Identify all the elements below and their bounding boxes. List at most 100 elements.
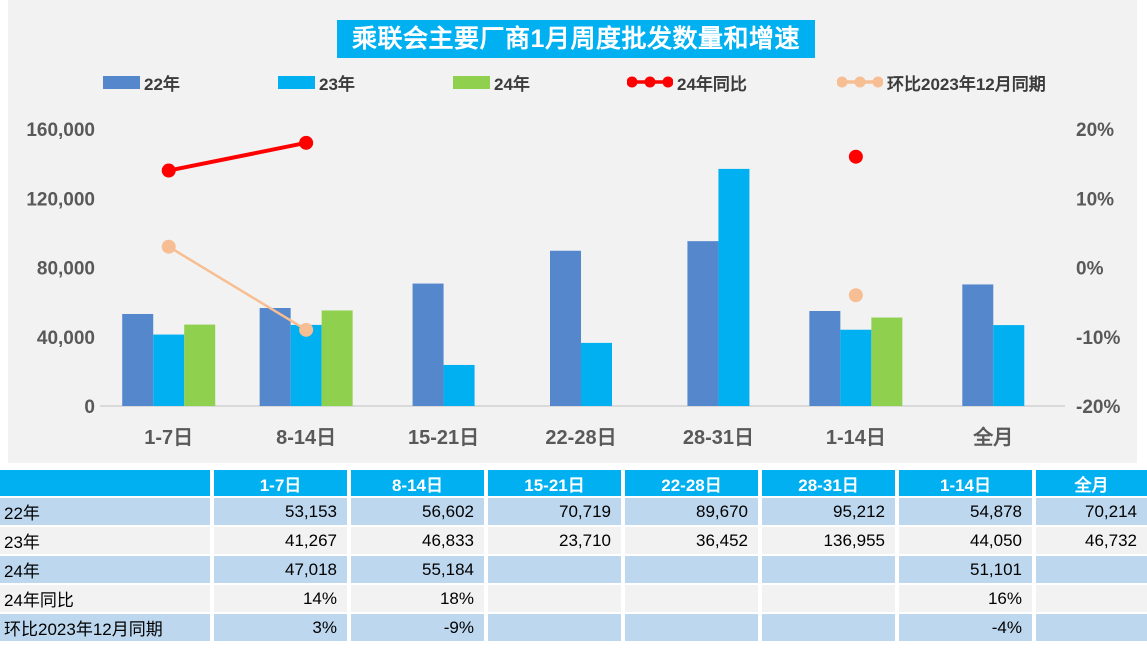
table-cell-23年-1-14日: 44,050 bbox=[899, 527, 1032, 554]
table-cell-22年-1-14日: 54,878 bbox=[899, 498, 1032, 525]
table-cell-环比2023年12月同期-28-31日 bbox=[762, 614, 895, 641]
bar-22年-1-14日 bbox=[809, 310, 841, 406]
bar-22年-28-31日 bbox=[687, 241, 719, 406]
bar-23年-8-14日 bbox=[290, 324, 322, 406]
right-axis-tick: -10% bbox=[1076, 328, 1120, 349]
legend-label: 24年同比 bbox=[677, 74, 747, 94]
table-header-1-14日: 1-14日 bbox=[899, 470, 1032, 496]
legend-line-marker-icon bbox=[837, 76, 883, 88]
x-axis-label-15-21日: 15-21日 bbox=[408, 427, 479, 449]
table-cell-环比2023年12月同期-1-7日: 3% bbox=[214, 614, 347, 641]
bar-23年-全月 bbox=[993, 325, 1025, 406]
legend-item-1: 22年 bbox=[103, 68, 180, 96]
table-cell-24年同比-1-14日: 16% bbox=[899, 585, 1032, 612]
bar-23年-28-31日 bbox=[718, 168, 750, 406]
table-cell-23年-15-21日: 23,710 bbox=[488, 527, 621, 554]
row-label-环比2023年12月同期: 环比2023年12月同期 bbox=[0, 614, 210, 641]
table-cell-24年同比-1-7日: 14% bbox=[214, 585, 347, 612]
table-cell-23年-22-28日: 36,452 bbox=[625, 527, 758, 554]
table-cell-23年-28-31日: 136,955 bbox=[762, 527, 895, 554]
legend-item-4: 24年同比 bbox=[627, 68, 747, 96]
table-header-28-31日: 28-31日 bbox=[762, 470, 895, 496]
table-cell-24年同比-8-14日: 18% bbox=[351, 585, 484, 612]
bar-22年-8-14日 bbox=[259, 308, 291, 406]
legend-item-2: 23年 bbox=[278, 68, 355, 96]
bar-24年-1-14日 bbox=[871, 317, 903, 406]
table-cell-24年同比-全月 bbox=[1036, 585, 1147, 612]
row-label-24年: 24年 bbox=[0, 556, 210, 583]
row-label-23年: 23年 bbox=[0, 527, 210, 554]
x-axis-label-28-31日: 28-31日 bbox=[683, 427, 754, 449]
legend-label: 23年 bbox=[319, 74, 355, 94]
table-cell-环比2023年12月同期-1-14日: -4% bbox=[899, 614, 1032, 641]
left-axis-tick: 40,000 bbox=[37, 328, 95, 349]
legend-item-5: 环比2023年12月同期 bbox=[837, 68, 1046, 96]
table-cell-环比2023年12月同期-8-14日: -9% bbox=[351, 614, 484, 641]
chart-plot-area: 0 40,000 80,000 120,000 160,000 -20% -10% 0% 10%… bbox=[26, 120, 1120, 449]
x-axis-label-1-7日: 1-7日 bbox=[144, 427, 193, 449]
table-header-15-21日: 15-21日 bbox=[488, 470, 621, 496]
table-cell-24年-15-21日 bbox=[488, 556, 621, 583]
table-cell-环比2023年12月同期-22-28日 bbox=[625, 614, 758, 641]
table-cell-23年-全月: 46,732 bbox=[1036, 527, 1147, 554]
bar-23年-1-7日 bbox=[153, 334, 185, 406]
x-axis-label-1-14日: 1-14日 bbox=[826, 427, 886, 449]
row-label-24年同比: 24年同比 bbox=[0, 585, 210, 612]
table-cell-24年-全月 bbox=[1036, 556, 1147, 583]
table-cell-24年-28-31日 bbox=[762, 556, 895, 583]
table-cell-24年-8-14日: 55,184 bbox=[351, 556, 484, 583]
right-axis-tick: 0% bbox=[1076, 259, 1104, 280]
table-cell-24年同比-15-21日 bbox=[488, 585, 621, 612]
table-cell-22年-22-28日: 89,670 bbox=[625, 498, 758, 525]
legend-bar-swatch-icon bbox=[453, 75, 490, 89]
left-axis-tick: 80,000 bbox=[37, 259, 95, 280]
table-cell-24年同比-28-31日 bbox=[762, 585, 895, 612]
left-axis-tick: 120,000 bbox=[26, 189, 95, 210]
right-axis-tick: 20% bbox=[1076, 120, 1114, 141]
left-axis-tick: 0 bbox=[84, 397, 95, 418]
x-axis-label-22-28日: 22-28日 bbox=[545, 427, 616, 449]
x-axis-label-8-14日: 8-14日 bbox=[276, 427, 336, 449]
left-axis-tick: 160,000 bbox=[26, 120, 95, 141]
table-cell-环比2023年12月同期-全月 bbox=[1036, 614, 1147, 641]
x-axis-label-全月: 全月 bbox=[972, 425, 1013, 449]
table-cell-24年-1-14日: 51,101 bbox=[899, 556, 1032, 583]
line-24年同比 bbox=[168, 140, 307, 173]
bar-22年-15-21日 bbox=[412, 283, 444, 406]
table-header-8-14日: 8-14日 bbox=[351, 470, 484, 496]
right-axis-tick: 10% bbox=[1076, 189, 1114, 210]
bar-23年-15-21日 bbox=[443, 364, 475, 406]
legend-bar-swatch-icon bbox=[278, 75, 315, 89]
line-环比2023年12月同期 bbox=[168, 245, 307, 331]
table-header-22-28日: 22-28日 bbox=[625, 470, 758, 496]
right-axis-tick: -20% bbox=[1076, 397, 1120, 418]
legend-label: 22年 bbox=[144, 74, 180, 94]
bar-23年-22-28日 bbox=[581, 342, 612, 406]
table-cell-22年-1-7日: 53,153 bbox=[214, 498, 347, 525]
chart-legend: 22年 23年 24年 24年同比 环比2023年12月同期 bbox=[0, 68, 1147, 96]
row-label-22年: 22年 bbox=[0, 498, 210, 525]
bar-24年-8-14日 bbox=[321, 310, 353, 406]
bar-23年-1-14日 bbox=[840, 329, 872, 406]
bar-22年-22-28日 bbox=[550, 250, 581, 406]
table-cell-24年-1-7日: 47,018 bbox=[214, 556, 347, 583]
chart-title: 乘联会主要厂商1月周度批发数量和增速 bbox=[337, 20, 815, 58]
bar-24年-1-7日 bbox=[184, 324, 216, 406]
table-cell-24年-22-28日 bbox=[625, 556, 758, 583]
table-cell-24年同比-22-28日 bbox=[625, 585, 758, 612]
table-cell-22年-15-21日: 70,719 bbox=[488, 498, 621, 525]
legend-label: 环比2023年12月同期 bbox=[887, 74, 1046, 94]
table-cell-23年-8-14日: 46,833 bbox=[351, 527, 484, 554]
legend-bar-swatch-icon bbox=[103, 75, 140, 89]
table-cell-环比2023年12月同期-15-21日 bbox=[488, 614, 621, 641]
legend-line-marker-icon bbox=[627, 76, 673, 88]
table-header-1-7日: 1-7日 bbox=[214, 470, 347, 496]
table-header-全月: 全月 bbox=[1036, 470, 1147, 496]
table-cell-22年-8-14日: 56,602 bbox=[351, 498, 484, 525]
data-table: 1-7日 8-14日 15-21日 22-28日 28-31日 1-14日 全月 22年 53,… bbox=[0, 470, 1147, 641]
point-24年同比-8-14日 bbox=[299, 135, 314, 150]
bar-22年-全月 bbox=[962, 284, 994, 406]
point-环比2023年12月同期-1-14日 bbox=[848, 288, 863, 303]
point-环比2023年12月同期-1-7日 bbox=[161, 239, 176, 254]
point-24年同比-1-7日 bbox=[161, 163, 176, 178]
